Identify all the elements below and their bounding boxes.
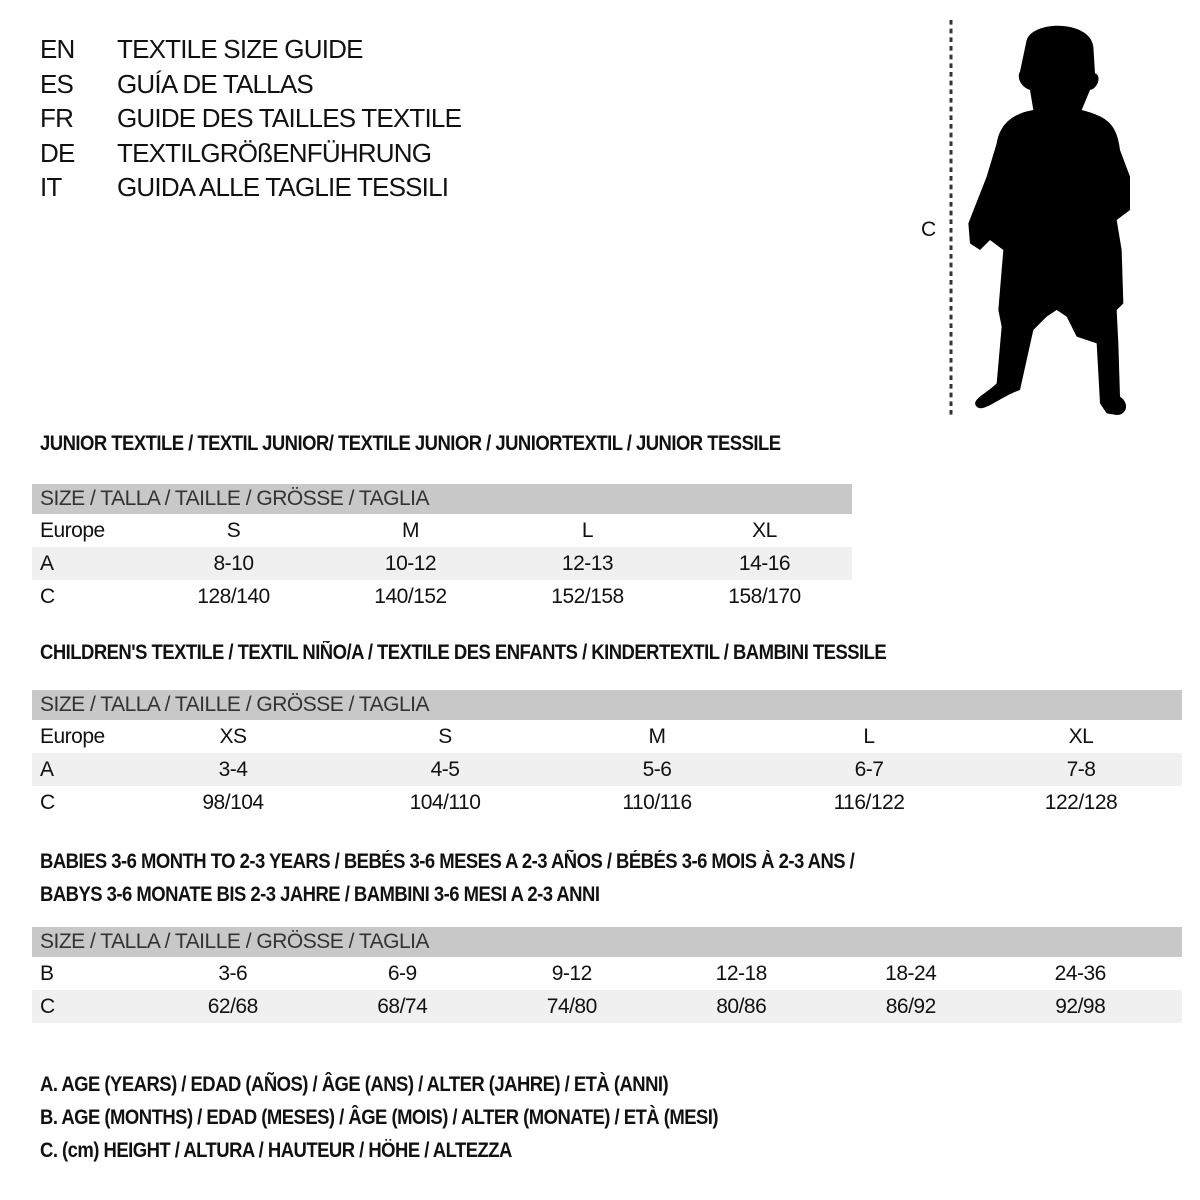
child-silhouette: [968, 25, 1130, 415]
children-size-table: SIZE / TALLA / TAILLE / GRÖSSE / TAGLIA E…: [32, 690, 1182, 819]
table-header: SIZE / TALLA / TAILLE / GRÖSSE / TAGLIA: [32, 690, 1182, 720]
title-text: GUÍA DE TALLAS: [117, 68, 314, 99]
title-text: GUIDE DES TAILLES TEXTILE: [117, 103, 462, 133]
table-cell: XL: [752, 518, 777, 542]
junior-heading: JUNIOR TEXTILE / TEXTIL JUNIOR/ TEXTILE …: [40, 432, 781, 455]
babies-heading-line-2: BABYS 3-6 MONATE BIS 2-3 JAHRE / BAMBINI…: [40, 883, 600, 906]
table-cell: 12-18: [715, 961, 768, 985]
title-text: GUIDA ALLE TAGLIE TESSILI: [117, 172, 449, 202]
table-cell: 6-7: [854, 757, 884, 781]
table-row: A 8-10 10-12 12-13 14-16: [32, 547, 852, 580]
table-header: SIZE / TALLA / TAILLE / GRÖSSE / TAGLIA: [32, 927, 1182, 957]
table-row: A 3-4 4-5 5-6 6-7 7-8: [32, 753, 1182, 786]
row-label: Europe: [40, 724, 105, 748]
table-cell: 158/170: [728, 584, 801, 608]
header-label: SIZE / TALLA / TAILLE / GRÖSSE / TAGLIA: [40, 930, 430, 953]
table-cell: 18-24: [885, 961, 937, 985]
row-label: A: [40, 551, 54, 575]
title-text: TEXTILGRÖßENFÜHRUNG: [117, 137, 432, 168]
row-label: C: [40, 994, 55, 1018]
table-cell: 74/80: [546, 994, 598, 1018]
title-text: TEXTILE SIZE GUIDE: [117, 34, 363, 64]
junior-size-table: SIZE / TALLA / TAILLE / GRÖSSE / TAGLIA E…: [32, 484, 852, 613]
table-cell: XS: [219, 724, 247, 748]
table-cell: 14-16: [738, 551, 791, 575]
table-cell: 122/128: [1044, 790, 1118, 814]
table-row: B 3-6 6-9 9-12 12-18 18-24 24-36: [32, 957, 1182, 990]
language-code: ES: [40, 68, 74, 99]
table-cell: 12-13: [561, 551, 614, 575]
row-label: C: [40, 790, 55, 814]
table-row: C 98/104 104/110 110/116 116/122 122/128: [32, 786, 1182, 819]
table-cell: 10-12: [384, 551, 437, 575]
table-cell: 24-36: [1054, 961, 1107, 985]
table-cell: 104/110: [409, 790, 481, 814]
table-cell: 5-6: [642, 757, 672, 781]
babies-heading-line-1: BABIES 3-6 MONTH TO 2-3 YEARS / BEBÉS 3-…: [40, 850, 855, 873]
table-cell: 98/104: [202, 790, 264, 814]
legend-c: C. (cm) HEIGHT / ALTURA / HAUTEUR / HÖHE…: [40, 1139, 512, 1162]
row-label: Europe: [40, 518, 105, 542]
table-cell: 68/74: [377, 994, 428, 1018]
table-cell: 4-5: [430, 757, 460, 781]
table-cell: 110/116: [622, 790, 692, 814]
table-cell: 7-8: [1066, 757, 1096, 781]
row-label: A: [40, 757, 54, 781]
babies-size-table: SIZE / TALLA / TAILLE / GRÖSSE / TAGLIA B…: [32, 927, 1182, 1023]
table-row: C 62/68 68/74 74/80 80/86 86/92 92/98: [32, 990, 1182, 1023]
height-measure-label: C: [921, 218, 937, 241]
table-cell: 6-9: [387, 961, 417, 985]
table-cell: S: [226, 518, 241, 542]
row-label: C: [40, 584, 55, 608]
table-cell: 3-4: [218, 757, 248, 781]
table-cell: 62/68: [207, 994, 259, 1018]
legend-a: A. AGE (YEARS) / EDAD (AÑOS) / ÂGE (ANS)…: [40, 1073, 669, 1096]
table-cell: 92/98: [1055, 994, 1106, 1018]
table-cell: 3-6: [218, 961, 248, 985]
table-cell: M: [402, 518, 420, 542]
table-cell: 9-12: [551, 961, 593, 985]
table-cell: 8-10: [213, 551, 254, 575]
table-cell: L: [863, 724, 875, 748]
table-cell: 80/86: [716, 994, 767, 1018]
table-row: Europe XS S M L XL: [32, 720, 1182, 753]
table-row: C 128/140 140/152 152/158 158/170: [32, 580, 852, 613]
table-cell: 152/158: [551, 584, 624, 608]
legend-b: B. AGE (MONTHS) / EDAD (MESES) / ÂGE (MO…: [40, 1106, 719, 1129]
table-cell: M: [648, 724, 667, 748]
table-cell: 116/122: [833, 790, 905, 814]
header-label: SIZE / TALLA / TAILLE / GRÖSSE / TAGLIA: [40, 487, 430, 510]
header-label: SIZE / TALLA / TAILLE / GRÖSSE / TAGLIA: [40, 693, 430, 716]
table-cell: 140/152: [374, 584, 447, 608]
table-row: Europe S M L XL: [32, 514, 852, 547]
row-label: B: [40, 961, 54, 985]
table-cell: L: [581, 518, 594, 542]
table-cell: 128/140: [197, 584, 270, 608]
child-silhouette-icon: [949, 20, 1130, 417]
table-cell: 86/92: [885, 994, 937, 1018]
table-cell: XL: [1068, 724, 1094, 748]
table-cell: S: [438, 724, 452, 748]
language-code: IT: [40, 172, 62, 202]
language-code: DE: [40, 137, 75, 168]
language-code: EN: [40, 34, 75, 64]
table-header: SIZE / TALLA / TAILLE / GRÖSSE / TAGLIA: [32, 484, 852, 514]
language-code: FR: [40, 103, 74, 133]
children-heading: CHILDREN'S TEXTILE / TEXTIL NIÑO/A / TEX…: [40, 641, 887, 664]
